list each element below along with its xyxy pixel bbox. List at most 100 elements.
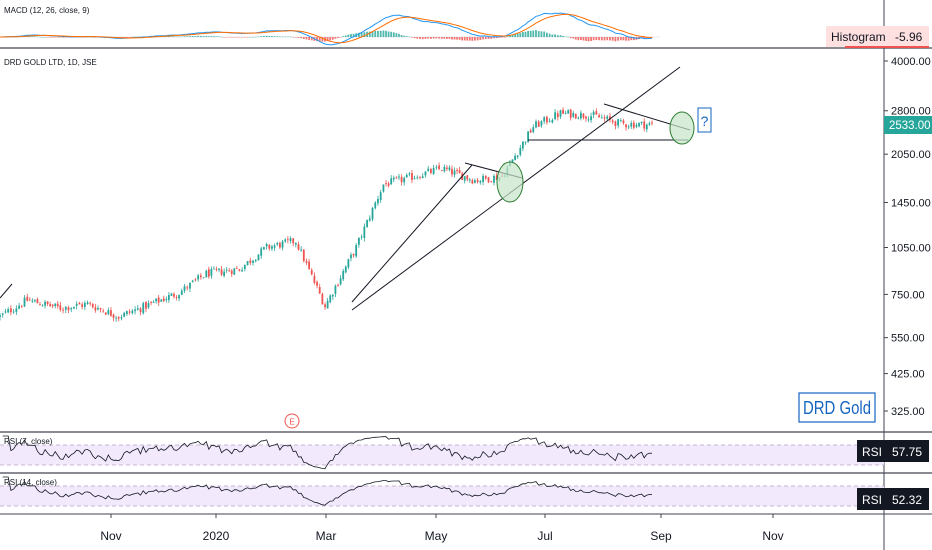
candle-body	[310, 270, 313, 275]
trendline-left-stub[interactable]	[0, 283, 13, 299]
macd-histogram-bar	[175, 36, 178, 38]
candle-body	[521, 141, 524, 149]
macd-histogram-bar	[382, 30, 385, 37]
macd-histogram-bar	[419, 37, 421, 40]
macd-histogram-bar	[430, 37, 432, 39]
candle-body	[413, 178, 416, 180]
macd-histogram-bar	[233, 37, 236, 38]
histogram-tag[interactable]	[826, 26, 929, 47]
candle-body	[155, 298, 158, 302]
main-title: DRD GOLD LTD, 1D, JSE	[4, 58, 97, 67]
candle-body	[516, 155, 519, 157]
macd-histogram-bar	[479, 37, 482, 41]
rsi14-tag[interactable]	[857, 488, 929, 510]
candle-body	[645, 124, 648, 130]
macd-histogram-bar	[316, 37, 318, 42]
macd-histogram-bar	[468, 37, 471, 41]
candle-body	[191, 280, 194, 282]
earnings-marker-label: E	[289, 418, 294, 427]
candle-body	[110, 310, 112, 316]
macd-histogram-bar	[46, 37, 49, 38]
macd-histogram-bar	[461, 37, 464, 41]
time-axis-label: Nov	[100, 529, 121, 543]
candle-body	[484, 175, 487, 179]
macd-histogram-bar	[41, 36, 44, 38]
candle-body	[33, 300, 36, 302]
macd-histogram-bar	[289, 36, 292, 38]
time-axis[interactable]: Nov 2020 Mar May Jul Sep Nov	[100, 514, 784, 543]
question-box[interactable]	[697, 107, 712, 133]
candle-body	[117, 317, 120, 319]
macd-histogram-bar	[279, 36, 281, 38]
candle-body	[134, 309, 136, 312]
macd-histogram-bar	[125, 37, 128, 38]
price-axis-label: 325.00	[891, 406, 925, 418]
macd-histogram-bar	[241, 37, 244, 38]
candle-body	[587, 119, 590, 121]
candle-body	[252, 260, 254, 263]
macd-histogram-bar	[582, 37, 585, 41]
price-axis[interactable]: 4000.00 2800.00 2050.00 1450.00 1050.00 750.0…	[884, 56, 931, 418]
trendline-up-short[interactable]	[351, 164, 473, 303]
macd-histogram-bar	[310, 37, 313, 41]
candle-body	[421, 176, 424, 179]
macd-histogram-bar	[438, 37, 440, 39]
candle-body	[123, 312, 126, 317]
macd-histogram-bar	[81, 37, 84, 38]
breakout-circle[interactable]	[496, 161, 524, 203]
macd-histogram-bar	[194, 36, 197, 37]
candle-body	[112, 314, 115, 318]
candle-body	[18, 305, 20, 309]
candle-body	[603, 117, 606, 119]
macd-histogram-bar	[392, 32, 395, 37]
candle-body	[395, 177, 398, 179]
macd-histogram-bar	[548, 33, 551, 37]
candle-body	[326, 300, 329, 309]
target-circle[interactable]	[669, 111, 695, 145]
macd-histogram-bar	[503, 37, 506, 38]
macd-histogram-bar	[228, 37, 231, 38]
candle-body	[186, 287, 189, 289]
candle-body	[157, 297, 160, 303]
macd-histogram-bar	[546, 32, 548, 37]
macd-histogram-bar	[487, 37, 490, 39]
candle-body	[1, 313, 4, 315]
macd-histogram-bar	[611, 37, 614, 41]
rsi7-line	[2, 435, 653, 470]
candle-body	[147, 303, 150, 308]
price-axis-label: 2800.00	[891, 106, 931, 118]
macd-histogram-bar	[134, 36, 136, 38]
earnings-marker[interactable]	[284, 413, 300, 429]
candle-body	[125, 311, 128, 315]
macd-histogram-bar	[347, 34, 350, 37]
macd-histogram-bar	[432, 37, 435, 39]
macd-histogram-bar	[490, 37, 493, 39]
candle-body	[263, 247, 265, 250]
candle-body	[97, 308, 99, 310]
candle-body	[445, 167, 448, 169]
price-axis-label: 1050.00	[891, 242, 931, 254]
candle-body	[430, 169, 432, 173]
candle-body	[20, 306, 23, 308]
candle-body	[398, 176, 400, 178]
candle-body	[471, 180, 474, 184]
candle-body	[213, 268, 215, 270]
rsi14-tag-value: 52.32	[892, 493, 922, 507]
macd-histogram-bar	[186, 36, 189, 37]
rsi7-tag[interactable]	[857, 440, 929, 462]
macd-histogram-bar	[51, 37, 54, 38]
candle-body	[39, 304, 41, 306]
macd-histogram-bar	[197, 35, 200, 37]
last-price-tag[interactable]	[884, 116, 932, 134]
candle-body	[189, 282, 191, 289]
macd-histogram-bar	[49, 37, 52, 38]
candle-body	[321, 293, 324, 305]
candle-body	[564, 112, 567, 114]
macd-histogram-bar	[514, 33, 517, 37]
candle-body	[180, 290, 183, 295]
macd-histogram-bar	[344, 35, 347, 37]
time-axis-label: Mar	[316, 529, 337, 543]
macd-histogram-bar	[329, 37, 332, 41]
candle-body	[162, 298, 165, 302]
